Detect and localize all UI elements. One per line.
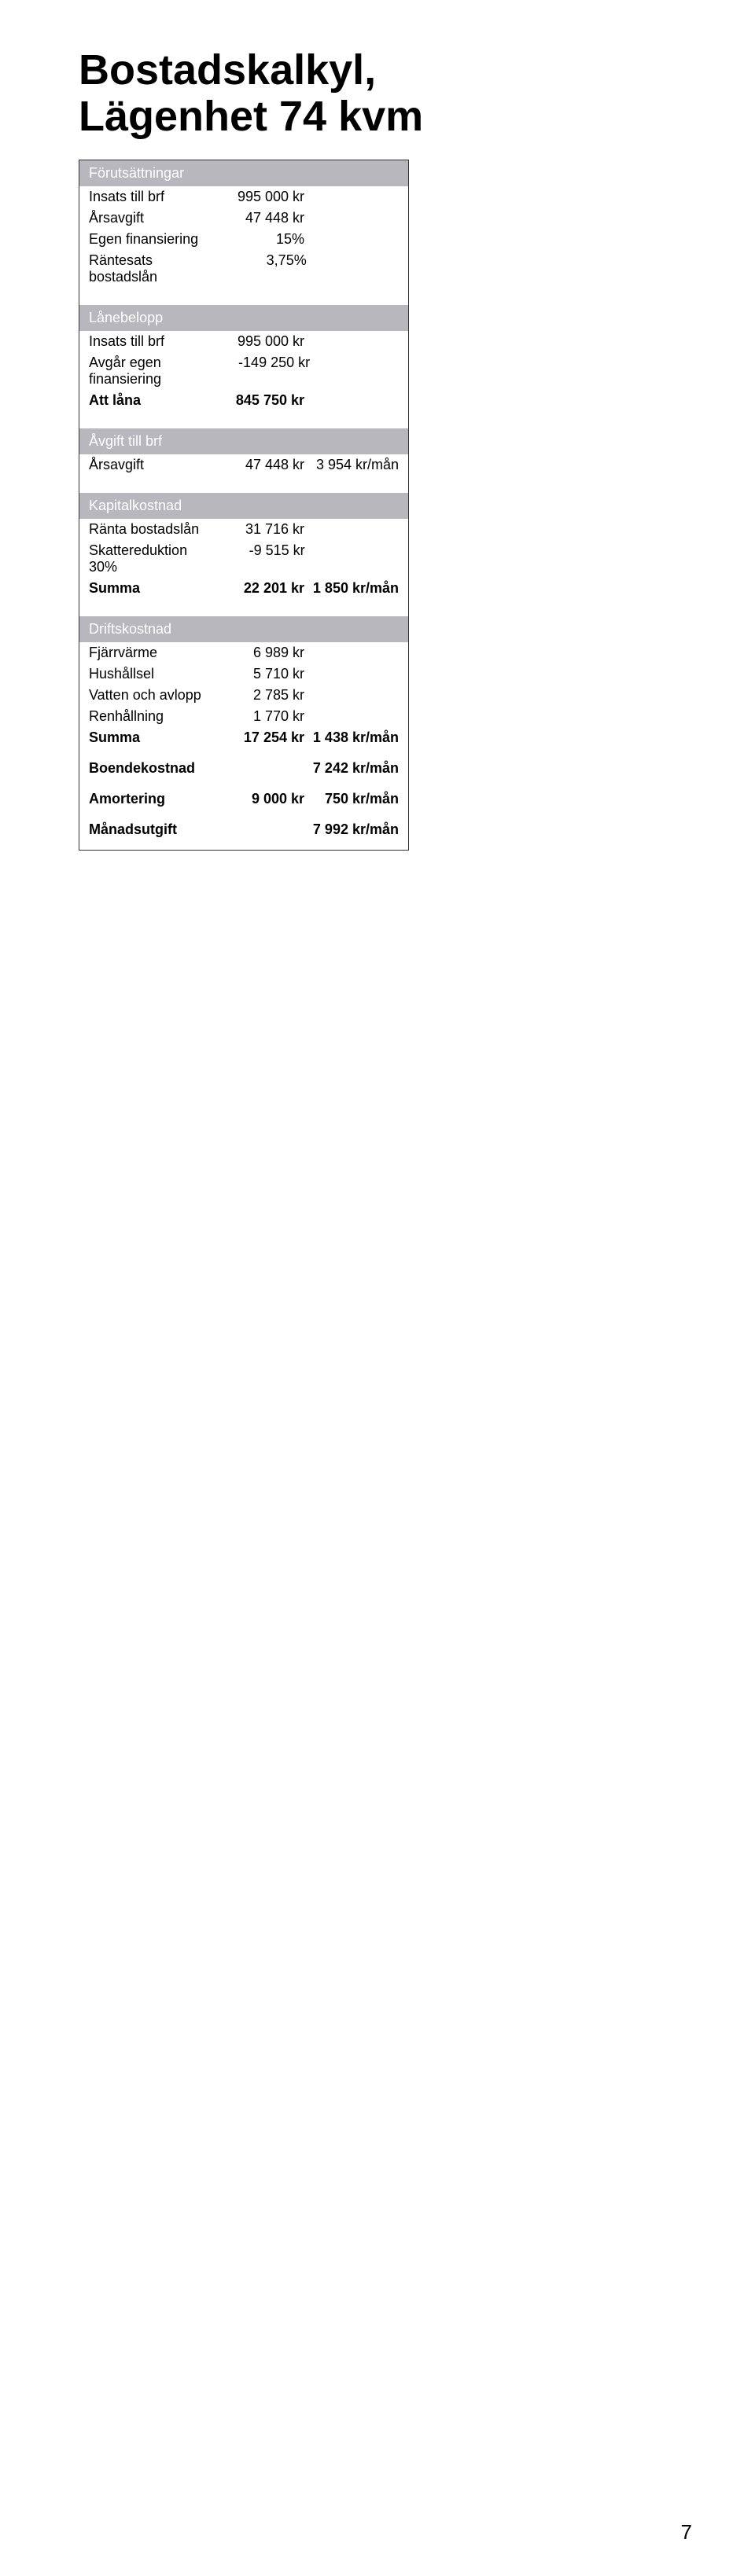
row-fjarrvarme: Fjärrvärme 6 989 kr bbox=[79, 642, 408, 663]
spacer bbox=[79, 599, 408, 616]
row-value: -9 515 kr bbox=[219, 542, 304, 575]
row-label: Egen finansiering bbox=[89, 231, 218, 248]
row-label: Skattereduktion 30% bbox=[89, 542, 219, 575]
row-value: 995 000 kr bbox=[218, 333, 304, 350]
row-label: Renhållning bbox=[89, 708, 218, 725]
spacer bbox=[79, 779, 408, 788]
row-value2 bbox=[304, 210, 399, 226]
row-value: 3,75% bbox=[222, 252, 307, 285]
row-label: Insats till brf bbox=[89, 333, 218, 350]
row-label: Att låna bbox=[89, 392, 218, 409]
row-value: 2 785 kr bbox=[218, 687, 304, 704]
row-value2 bbox=[304, 666, 399, 682]
row-value: -149 250 kr bbox=[229, 355, 310, 388]
row-label: Räntesats bostadslån bbox=[89, 252, 222, 285]
row-value: 17 254 kr bbox=[218, 729, 304, 746]
title-line-2: Lägenhet 74 kvm bbox=[79, 93, 423, 140]
row-label: Amortering bbox=[89, 791, 218, 807]
row-summa-kapital: Summa 22 201 kr 1 850 kr/mån bbox=[79, 578, 408, 599]
spacer bbox=[79, 840, 408, 850]
row-label: Hushållsel bbox=[89, 666, 218, 682]
row-label: Fjärrvärme bbox=[89, 645, 218, 661]
spacer bbox=[79, 476, 408, 493]
row-skattereduktion: Skattereduktion 30% -9 515 kr bbox=[79, 540, 408, 578]
row-value2: 7 992 kr/mån bbox=[304, 821, 399, 838]
row-value2 bbox=[304, 645, 399, 661]
row-label: Årsavgift bbox=[89, 457, 218, 473]
row-insats-2: Insats till brf 995 000 kr bbox=[79, 331, 408, 352]
row-value2: 750 kr/mån bbox=[304, 791, 399, 807]
row-label: Summa bbox=[89, 580, 218, 597]
row-ranta: Ränta bostadslån 31 716 kr bbox=[79, 519, 408, 540]
row-label: Summa bbox=[89, 729, 218, 746]
spacer bbox=[79, 748, 408, 758]
row-value2: 1 850 kr/mån bbox=[304, 580, 399, 597]
spacer bbox=[79, 810, 408, 819]
row-value: 6 989 kr bbox=[218, 645, 304, 661]
row-value: 995 000 kr bbox=[218, 189, 304, 205]
row-manadsutgift: Månadsutgift 7 992 kr/mån bbox=[79, 819, 408, 840]
row-label: Vatten och avlopp bbox=[89, 687, 218, 704]
row-egen-finansiering: Egen finansiering 15% bbox=[79, 229, 408, 250]
row-label: Månadsutgift bbox=[89, 821, 218, 838]
row-value: 22 201 kr bbox=[218, 580, 304, 597]
page-number: 7 bbox=[681, 2520, 692, 2545]
row-value bbox=[218, 760, 304, 777]
row-att-lana: Att låna 845 750 kr bbox=[79, 390, 408, 411]
row-summa-drift: Summa 17 254 kr 1 438 kr/mån bbox=[79, 727, 408, 748]
row-value2 bbox=[304, 687, 399, 704]
row-label: Årsavgift bbox=[89, 210, 218, 226]
row-value: 1 770 kr bbox=[218, 708, 304, 725]
section-header-avgift: Åvgift till brf bbox=[79, 428, 408, 454]
row-value2 bbox=[305, 542, 399, 575]
row-value: 5 710 kr bbox=[218, 666, 304, 682]
row-value2 bbox=[304, 231, 399, 248]
calc-card: Förutsättningar Insats till brf 995 000 … bbox=[79, 160, 409, 851]
row-value2 bbox=[304, 333, 399, 350]
section-header-lanebelopp: Lånebelopp bbox=[79, 305, 408, 331]
spacer bbox=[79, 288, 408, 305]
row-value2: 1 438 kr/mån bbox=[304, 729, 399, 746]
row-value2 bbox=[304, 521, 399, 538]
row-value2: 3 954 kr/mån bbox=[304, 457, 399, 473]
row-arsavgift-2: Årsavgift 47 448 kr 3 954 kr/mån bbox=[79, 454, 408, 476]
page-title: Bostadskalkyl, Lägenhet 74 kvm bbox=[79, 47, 700, 141]
section-header-kapital: Kapitalkostnad bbox=[79, 493, 408, 519]
row-value2 bbox=[310, 355, 399, 388]
row-hushallsel: Hushållsel 5 710 kr bbox=[79, 663, 408, 685]
page: Bostadskalkyl, Lägenhet 74 kvm Förutsätt… bbox=[0, 0, 755, 2576]
row-vatten: Vatten och avlopp 2 785 kr bbox=[79, 685, 408, 706]
row-value2 bbox=[304, 392, 399, 409]
row-amortering: Amortering 9 000 kr 750 kr/mån bbox=[79, 788, 408, 810]
row-label: Insats till brf bbox=[89, 189, 218, 205]
row-avgar: Avgår egen finansiering -149 250 kr bbox=[79, 352, 408, 390]
row-label: Ränta bostadslån bbox=[89, 521, 218, 538]
row-value: 845 750 kr bbox=[218, 392, 304, 409]
row-value bbox=[218, 821, 304, 838]
title-line-1: Bostadskalkyl, bbox=[79, 46, 376, 94]
row-value: 9 000 kr bbox=[218, 791, 304, 807]
row-value: 31 716 kr bbox=[218, 521, 304, 538]
section-header-drift: Driftskostnad bbox=[79, 616, 408, 642]
row-rantesats: Räntesats bostadslån 3,75% bbox=[79, 250, 408, 288]
row-label: Boendekostnad bbox=[89, 760, 218, 777]
row-arsavgift: Årsavgift 47 448 kr bbox=[79, 208, 408, 229]
row-value2 bbox=[304, 708, 399, 725]
row-label: Avgår egen finansiering bbox=[89, 355, 229, 388]
row-value2 bbox=[307, 252, 399, 285]
row-boendekostnad: Boendekostnad 7 242 kr/mån bbox=[79, 758, 408, 779]
spacer bbox=[79, 411, 408, 428]
row-value: 47 448 kr bbox=[218, 210, 304, 226]
row-renhallning: Renhållning 1 770 kr bbox=[79, 706, 408, 727]
row-value: 15% bbox=[218, 231, 304, 248]
row-value: 47 448 kr bbox=[218, 457, 304, 473]
row-value2: 7 242 kr/mån bbox=[304, 760, 399, 777]
row-insats: Insats till brf 995 000 kr bbox=[79, 186, 408, 208]
row-value2 bbox=[304, 189, 399, 205]
section-header-forutsattningar: Förutsättningar bbox=[79, 160, 408, 186]
